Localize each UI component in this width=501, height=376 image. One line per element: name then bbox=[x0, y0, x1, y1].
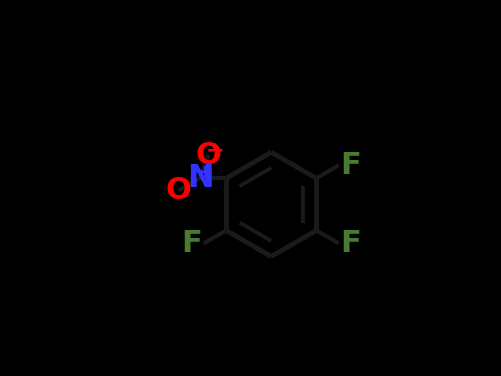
Text: F: F bbox=[181, 229, 202, 258]
Text: O: O bbox=[166, 176, 192, 205]
Text: F: F bbox=[340, 229, 361, 258]
Text: F: F bbox=[340, 151, 361, 180]
Text: N: N bbox=[187, 163, 213, 194]
Text: −: − bbox=[205, 140, 224, 160]
Text: O: O bbox=[195, 141, 221, 170]
Text: +: + bbox=[197, 163, 213, 182]
